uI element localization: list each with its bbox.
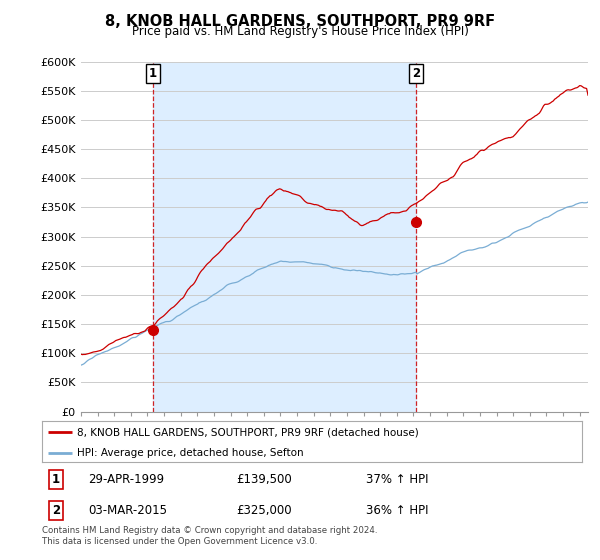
- Text: Contains HM Land Registry data © Crown copyright and database right 2024.
This d: Contains HM Land Registry data © Crown c…: [42, 526, 377, 546]
- Text: 03-MAR-2015: 03-MAR-2015: [88, 504, 167, 517]
- Text: 1: 1: [52, 473, 60, 486]
- Text: 8, KNOB HALL GARDENS, SOUTHPORT, PR9 9RF: 8, KNOB HALL GARDENS, SOUTHPORT, PR9 9RF: [105, 14, 495, 29]
- Text: 8, KNOB HALL GARDENS, SOUTHPORT, PR9 9RF (detached house): 8, KNOB HALL GARDENS, SOUTHPORT, PR9 9RF…: [77, 427, 419, 437]
- Text: £139,500: £139,500: [236, 473, 292, 486]
- Text: 1: 1: [149, 67, 157, 80]
- Text: 37% ↑ HPI: 37% ↑ HPI: [366, 473, 428, 486]
- Text: 29-APR-1999: 29-APR-1999: [88, 473, 164, 486]
- Text: HPI: Average price, detached house, Sefton: HPI: Average price, detached house, Seft…: [77, 448, 304, 458]
- Text: Price paid vs. HM Land Registry's House Price Index (HPI): Price paid vs. HM Land Registry's House …: [131, 25, 469, 38]
- Text: 36% ↑ HPI: 36% ↑ HPI: [366, 504, 428, 517]
- Text: 2: 2: [52, 504, 60, 517]
- Text: £325,000: £325,000: [236, 504, 292, 517]
- Text: 2: 2: [412, 67, 421, 80]
- Bar: [153, 62, 416, 412]
